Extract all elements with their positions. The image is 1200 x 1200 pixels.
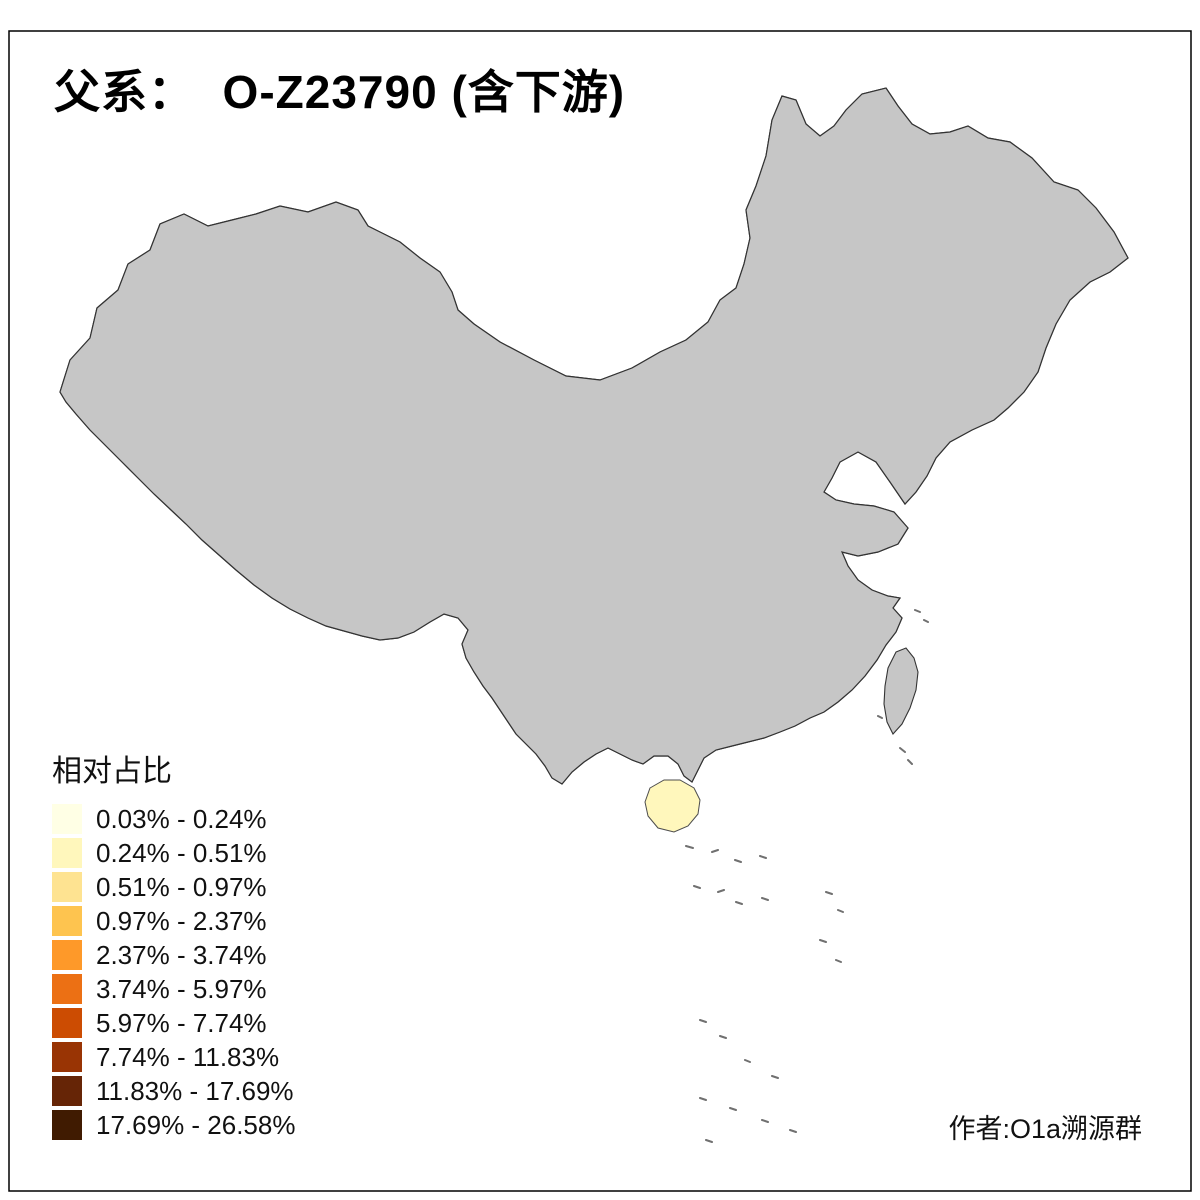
legend-title: 相对占比 — [52, 755, 172, 788]
legend-items: 0.03% - 0.24% 0.24% - 0.51% 0.51% - 0.97% 0… — [52, 804, 295, 1140]
legend-swatch — [52, 974, 82, 1004]
legend-label: 0.03% - 0.24% — [96, 803, 267, 834]
legend-entry: 0.97% - 2.37% — [52, 906, 295, 936]
legend-swatch — [52, 1076, 82, 1106]
legend-entry: 3.74% - 5.97% — [52, 974, 295, 1004]
hainan-island — [644, 779, 701, 833]
prefecture-region — [879, 560, 904, 583]
taiwan-island — [883, 647, 919, 735]
legend-entry: 7.74% - 11.83% — [52, 1042, 295, 1072]
south-china-sea-islands — [685, 609, 929, 1143]
legend-label: 5.97% - 7.74% — [96, 1007, 267, 1038]
prefecture-region — [834, 705, 852, 722]
legend-swatch — [52, 838, 82, 868]
legend-entry: 11.83% - 17.69% — [52, 1076, 295, 1106]
legend-label: 7.74% - 11.83% — [96, 1041, 280, 1072]
legend-swatch — [52, 1042, 82, 1072]
legend-entry: 2.37% - 3.74% — [52, 940, 295, 970]
legend-label: 0.24% - 0.51% — [96, 837, 267, 868]
legend-label: 11.83% - 17.69% — [96, 1075, 294, 1106]
legend-entry: 0.24% - 0.51% — [52, 838, 295, 868]
legend-swatch — [52, 872, 82, 902]
attribution: 作者:O1a溯源群 — [948, 1114, 1142, 1144]
legend: 相对占比 0.03% - 0.24% 0.24% - 0.51% 0.51% - 0… — [52, 746, 295, 1144]
prefecture-region — [890, 578, 912, 600]
legend-swatch — [52, 940, 82, 970]
legend-swatch — [52, 1008, 82, 1038]
legend-label: 17.69% - 26.58% — [96, 1109, 296, 1140]
legend-entry: 0.51% - 0.97% — [52, 872, 295, 902]
plot-frame — [8, 30, 1192, 1192]
legend-entry: 17.69% - 26.58% — [52, 1110, 295, 1140]
legend-swatch — [52, 906, 82, 936]
legend-swatch — [52, 1110, 82, 1140]
map-title: 父系： O-Z23790 (含下游) — [54, 66, 626, 118]
prefecture-region — [846, 482, 871, 506]
legend-label: 2.37% - 3.74% — [96, 939, 267, 970]
coastline-outline — [59, 87, 1129, 785]
legend-label: 3.74% - 5.97% — [96, 973, 267, 1004]
legend-entry: 5.97% - 7.74% — [52, 1008, 295, 1038]
legend-entry: 0.03% - 0.24% — [52, 804, 295, 834]
legend-swatch — [52, 804, 82, 834]
legend-label: 0.97% - 2.37% — [96, 905, 267, 936]
legend-label: 0.51% - 0.97% — [96, 871, 267, 902]
